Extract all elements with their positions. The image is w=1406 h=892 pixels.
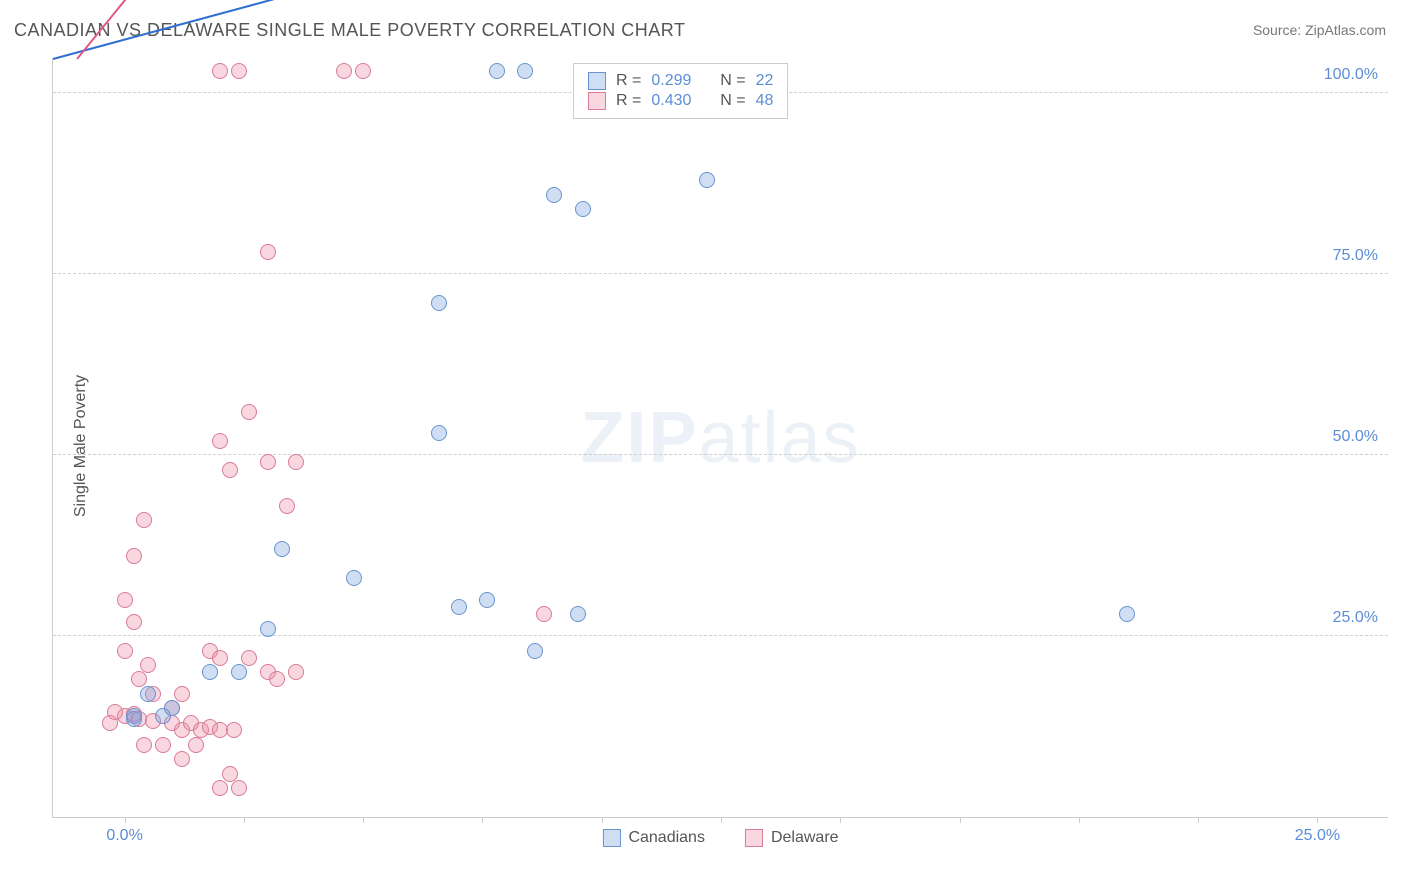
scatter-point-canadians xyxy=(699,172,715,188)
scatter-point-delaware xyxy=(241,404,257,420)
scatter-point-delaware xyxy=(536,606,552,622)
scatter-plot-area: ZIPatlas R = 0.299 N = 22 R = 0.430 N = … xyxy=(52,58,1388,818)
scatter-point-delaware xyxy=(136,512,152,528)
y-tick-label: 50.0% xyxy=(1333,428,1378,446)
scatter-point-canadians xyxy=(575,201,591,217)
scatter-point-delaware xyxy=(174,686,190,702)
series-legend: Canadians Delaware xyxy=(602,829,838,847)
correlation-legend: R = 0.299 N = 22 R = 0.430 N = 48 xyxy=(573,63,788,119)
scatter-point-delaware xyxy=(241,650,257,666)
x-tick xyxy=(125,817,126,823)
y-tick-label: 100.0% xyxy=(1324,66,1378,84)
scatter-point-delaware xyxy=(279,498,295,514)
scatter-point-canadians xyxy=(479,592,495,608)
scatter-point-delaware xyxy=(212,63,228,79)
x-tick-label: 0.0% xyxy=(106,827,142,845)
scatter-point-canadians xyxy=(126,711,142,727)
x-tick xyxy=(482,817,483,823)
scatter-point-delaware xyxy=(136,737,152,753)
x-tick xyxy=(602,817,603,823)
swatch-delaware xyxy=(588,92,606,110)
gridline xyxy=(53,454,1388,455)
scatter-point-delaware xyxy=(174,751,190,767)
swatch-canadians xyxy=(602,829,620,847)
x-tick xyxy=(363,817,364,823)
scatter-point-delaware xyxy=(260,454,276,470)
scatter-point-canadians xyxy=(431,295,447,311)
scatter-point-delaware xyxy=(131,671,147,687)
swatch-delaware xyxy=(745,829,763,847)
source-attribution: Source: ZipAtlas.com xyxy=(1253,22,1386,38)
scatter-point-canadians xyxy=(260,621,276,637)
scatter-point-canadians xyxy=(1119,606,1135,622)
legend-row-canadians: R = 0.299 N = 22 xyxy=(588,72,773,90)
scatter-point-delaware xyxy=(102,715,118,731)
scatter-point-delaware xyxy=(212,780,228,796)
scatter-point-canadians xyxy=(140,686,156,702)
scatter-point-delaware xyxy=(288,454,304,470)
legend-item-canadians: Canadians xyxy=(602,829,705,847)
scatter-point-delaware xyxy=(336,63,352,79)
chart-title: CANADIAN VS DELAWARE SINGLE MALE POVERTY… xyxy=(14,20,685,41)
scatter-point-canadians xyxy=(570,606,586,622)
scatter-point-delaware xyxy=(140,657,156,673)
scatter-point-delaware xyxy=(155,737,171,753)
scatter-point-canadians xyxy=(346,570,362,586)
x-tick xyxy=(1317,817,1318,823)
scatter-point-canadians xyxy=(231,664,247,680)
gridline xyxy=(53,635,1388,636)
scatter-point-canadians xyxy=(155,708,171,724)
scatter-point-canadians xyxy=(451,599,467,615)
scatter-point-delaware xyxy=(188,737,204,753)
scatter-point-canadians xyxy=(489,63,505,79)
scatter-point-delaware xyxy=(212,650,228,666)
scatter-point-delaware xyxy=(288,664,304,680)
scatter-point-delaware xyxy=(226,722,242,738)
x-tick xyxy=(721,817,722,823)
x-tick xyxy=(840,817,841,823)
x-tick xyxy=(1079,817,1080,823)
scatter-point-delaware xyxy=(117,643,133,659)
swatch-canadians xyxy=(588,72,606,90)
gridline xyxy=(53,273,1388,274)
y-tick-label: 25.0% xyxy=(1333,609,1378,627)
legend-item-delaware: Delaware xyxy=(745,829,839,847)
scatter-point-delaware xyxy=(212,433,228,449)
watermark: ZIPatlas xyxy=(580,397,860,479)
scatter-point-delaware xyxy=(231,63,247,79)
x-tick xyxy=(244,817,245,823)
scatter-point-canadians xyxy=(202,664,218,680)
x-tick xyxy=(960,817,961,823)
scatter-point-canadians xyxy=(274,541,290,557)
scatter-point-delaware xyxy=(260,244,276,260)
scatter-point-delaware xyxy=(126,614,142,630)
scatter-point-canadians xyxy=(431,425,447,441)
scatter-point-delaware xyxy=(355,63,371,79)
scatter-point-delaware xyxy=(269,671,285,687)
scatter-point-canadians xyxy=(517,63,533,79)
scatter-point-canadians xyxy=(527,643,543,659)
legend-row-delaware: R = 0.430 N = 48 xyxy=(588,92,773,110)
scatter-point-delaware xyxy=(117,592,133,608)
x-tick xyxy=(1198,817,1199,823)
scatter-point-delaware xyxy=(222,766,238,782)
scatter-point-canadians xyxy=(546,187,562,203)
scatter-point-delaware xyxy=(126,548,142,564)
x-tick-label: 25.0% xyxy=(1295,827,1340,845)
y-tick-label: 75.0% xyxy=(1333,247,1378,265)
scatter-point-delaware xyxy=(231,780,247,796)
scatter-point-delaware xyxy=(222,462,238,478)
